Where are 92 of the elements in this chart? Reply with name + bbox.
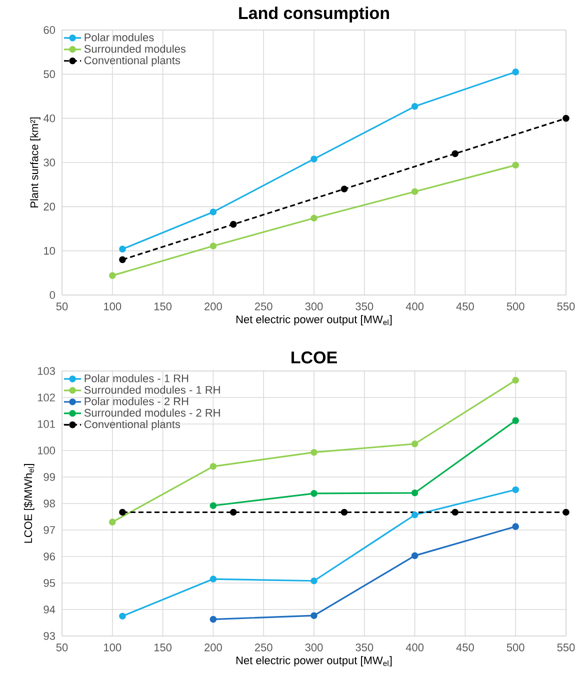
- x-tick-label: 500: [506, 302, 524, 310]
- point: [411, 489, 418, 496]
- y-tick-label: 96: [44, 552, 55, 560]
- x-tick-label: 250: [254, 644, 272, 652]
- point: [230, 220, 237, 228]
- y-tick-label: 99: [44, 473, 55, 481]
- point: [411, 188, 418, 196]
- x-tick-label: 100: [104, 644, 122, 652]
- point: [210, 616, 217, 623]
- point: [310, 448, 318, 456]
- y-tick-label: 98: [44, 500, 55, 508]
- y-axis-title: LCOE [$/MWh$_{el}$]: [24, 464, 34, 543]
- y-tick-label: 20: [44, 202, 56, 211]
- point: [512, 417, 519, 424]
- point: [411, 103, 418, 110]
- x-axis-title: Net electric power output [MW$_{el}$]: [236, 656, 392, 666]
- point: [310, 156, 318, 162]
- point: [119, 256, 126, 264]
- point: [452, 150, 459, 158]
- y-tick-label: 103: [38, 367, 55, 375]
- point: [512, 486, 519, 494]
- x-tick-label: 200: [204, 302, 222, 310]
- legend-label: Surrounded modules - 1 RH: [84, 386, 220, 394]
- point: [310, 577, 318, 584]
- y-tick-label: 101: [38, 420, 55, 428]
- x-tick-label: 300: [305, 644, 323, 652]
- x-tick-label: 50: [56, 302, 68, 310]
- y-tick-label: 50: [44, 70, 56, 78]
- y-tick-label: 40: [43, 114, 56, 122]
- x-tick-label: 250: [254, 302, 272, 310]
- point: [411, 511, 418, 518]
- y-tick-label: 0: [50, 291, 56, 299]
- x-tick-label: 500: [506, 644, 524, 652]
- point: [512, 68, 519, 76]
- y-tick-label: 102: [38, 394, 55, 402]
- y-tick-label: 95: [44, 579, 55, 587]
- point: [109, 272, 116, 279]
- point: [310, 214, 318, 222]
- x-tick-label: 350: [356, 644, 374, 652]
- x-tick-label: 100: [104, 302, 122, 310]
- legend-label: Polar modules: [84, 33, 154, 42]
- point: [512, 523, 519, 530]
- point: [119, 508, 126, 516]
- y-tick-label: 30: [44, 158, 56, 166]
- point: [562, 508, 570, 516]
- point: [210, 242, 217, 250]
- x-tick-label: 150: [154, 644, 172, 652]
- point: [562, 114, 570, 122]
- legend-label: Polar modules - 2 RH: [84, 397, 188, 406]
- chart-title: Land consumption: [239, 6, 389, 22]
- point: [210, 502, 217, 510]
- legend-label: Polar modules - 1 RH: [84, 374, 188, 382]
- x-tick-label: 400: [406, 302, 424, 310]
- point: [310, 612, 318, 619]
- y-axis-title: Plant surface [km²]: [30, 117, 40, 208]
- y-tick-label: 97: [44, 526, 55, 534]
- y-tick-label: 100: [38, 446, 56, 454]
- x-axis-title: Net electric power output [MW$_{el}$]: [236, 315, 392, 326]
- point: [210, 576, 217, 582]
- point: [310, 490, 318, 497]
- chart-title: LCOE: [292, 351, 337, 364]
- point: [210, 208, 217, 216]
- point: [340, 186, 348, 192]
- y-tick-label: 60: [44, 26, 56, 34]
- legend-label: Surrounded modules - 2 RH: [84, 408, 220, 417]
- point: [230, 508, 237, 516]
- point: [411, 440, 418, 448]
- x-tick-label: 450: [456, 302, 474, 310]
- x-tick-label: 150: [154, 302, 172, 310]
- point: [109, 518, 116, 526]
- point: [340, 508, 348, 516]
- point: [210, 462, 217, 470]
- point: [452, 508, 459, 516]
- point: [119, 246, 126, 252]
- point: [512, 376, 519, 384]
- x-tick-label: 200: [204, 644, 222, 652]
- x-tick-label: 550: [557, 644, 575, 652]
- y-tick-label: 94: [44, 606, 56, 614]
- y-tick-label: 10: [44, 246, 56, 255]
- legend-label: Conventional plants: [84, 56, 180, 66]
- legend-label: Conventional plants: [84, 420, 180, 430]
- x-tick-label: 400: [406, 644, 424, 652]
- y-tick-label: 93: [44, 632, 55, 640]
- x-tick-label: 50: [56, 644, 68, 652]
- point: [512, 162, 519, 169]
- x-tick-label: 550: [557, 302, 575, 310]
- x-tick-label: 350: [356, 302, 374, 310]
- x-tick-label: 450: [456, 644, 474, 652]
- x-tick-label: 300: [305, 302, 323, 310]
- point: [411, 552, 418, 560]
- point: [119, 612, 126, 620]
- legend-label: Surrounded modules: [84, 44, 186, 53]
